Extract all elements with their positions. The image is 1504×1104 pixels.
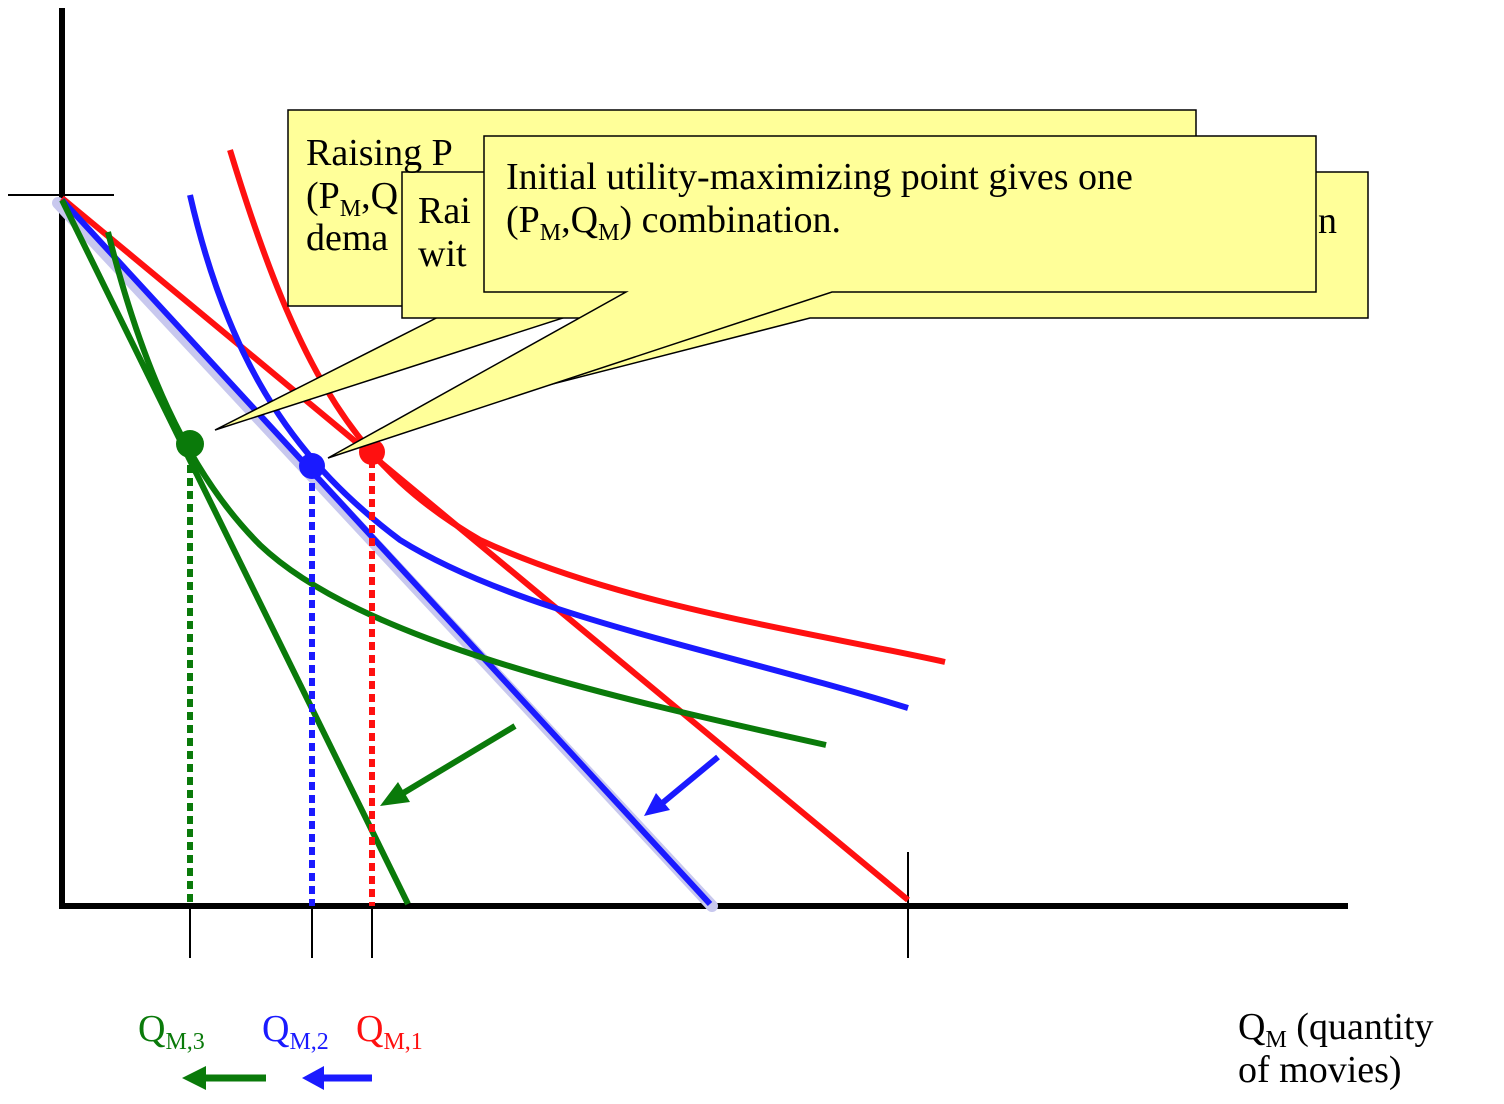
budget-line-blue xyxy=(59,197,713,907)
callout-2-line1: Rai xyxy=(418,190,471,232)
callout-1-text: Raising P (PM,Q dema xyxy=(306,132,482,300)
x-axis-label-line1: QM (quantity xyxy=(1238,1006,1434,1053)
callout-2-line2: wit xyxy=(418,232,467,275)
green-shift-arrow xyxy=(182,1066,266,1090)
indifference-curve-green xyxy=(105,231,827,748)
callout-1-line2: (PM,Q xyxy=(306,174,399,222)
callout-2-text: Rai wit xyxy=(418,190,484,310)
callout-box-3 xyxy=(327,135,1317,459)
qm1-label: QM,1 xyxy=(356,1008,423,1055)
callout-2-tail-text: n xyxy=(1318,200,1337,242)
blue-shift-arrow xyxy=(302,1066,372,1090)
callout-1-line1: Raising P xyxy=(306,132,453,174)
callout-1-line3: dema xyxy=(306,217,389,260)
blue-rotation-arrow xyxy=(644,754,720,816)
qm2-label: QM,2 xyxy=(262,1008,329,1055)
callout-3-text: Initial utility-maximizing point gives o… xyxy=(506,156,1133,241)
callout-2-cover xyxy=(403,173,483,317)
green-rotation-arrow xyxy=(380,723,517,806)
callout-3-line2: (PM,QM) combination. xyxy=(506,198,842,242)
indifference-curve-blue xyxy=(187,194,909,711)
budget-line-red xyxy=(60,195,910,903)
x-axis-label-line2: of movies) xyxy=(1238,1048,1402,1091)
qm3-label: QM,3 xyxy=(138,1008,205,1055)
optimum-point-blue xyxy=(299,453,325,479)
optimum-point-green xyxy=(176,430,204,458)
callout-3-line1: Initial utility-maximizing point gives o… xyxy=(506,156,1133,198)
indifference-curve-red xyxy=(227,149,946,665)
budget-line-green xyxy=(59,198,411,906)
x-axis-label: QM (quantity of movies) xyxy=(1238,1006,1434,1091)
